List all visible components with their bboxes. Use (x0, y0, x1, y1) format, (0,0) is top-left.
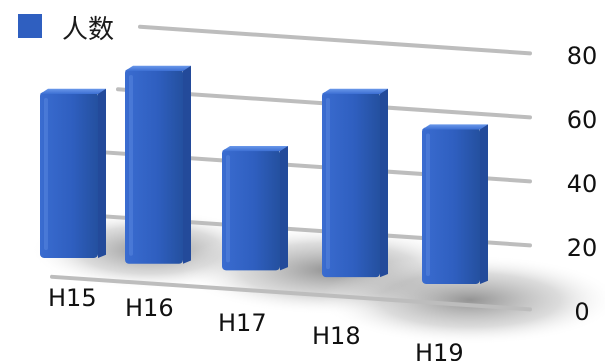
bar (322, 88, 388, 278)
y-tick-label: 20 (567, 234, 598, 262)
x-tick-label: H15 (48, 284, 97, 312)
y-axis-ticks: 80 60 40 20 0 (567, 42, 598, 326)
bar (222, 145, 288, 271)
bar (125, 65, 191, 264)
y-tick-label: 80 (567, 42, 598, 70)
bar (40, 88, 106, 258)
bar-shadow (320, 255, 605, 345)
y-tick-label: 40 (567, 170, 598, 198)
legend-label: 人数 (62, 15, 115, 45)
gridline (138, 24, 532, 56)
x-tick-label: H16 (125, 294, 174, 322)
y-tick-label: 60 (567, 106, 598, 134)
gridline (50, 274, 532, 312)
x-tick-label: H19 (415, 339, 464, 361)
y-tick-label: 0 (574, 298, 589, 326)
x-tick-label: H18 (312, 322, 361, 350)
x-axis-labels: H15 H16 H17 H18 H19 (48, 284, 464, 361)
x-tick-label: H17 (218, 309, 267, 337)
bars (40, 65, 488, 284)
legend-swatch (18, 14, 42, 38)
bar (422, 124, 488, 284)
